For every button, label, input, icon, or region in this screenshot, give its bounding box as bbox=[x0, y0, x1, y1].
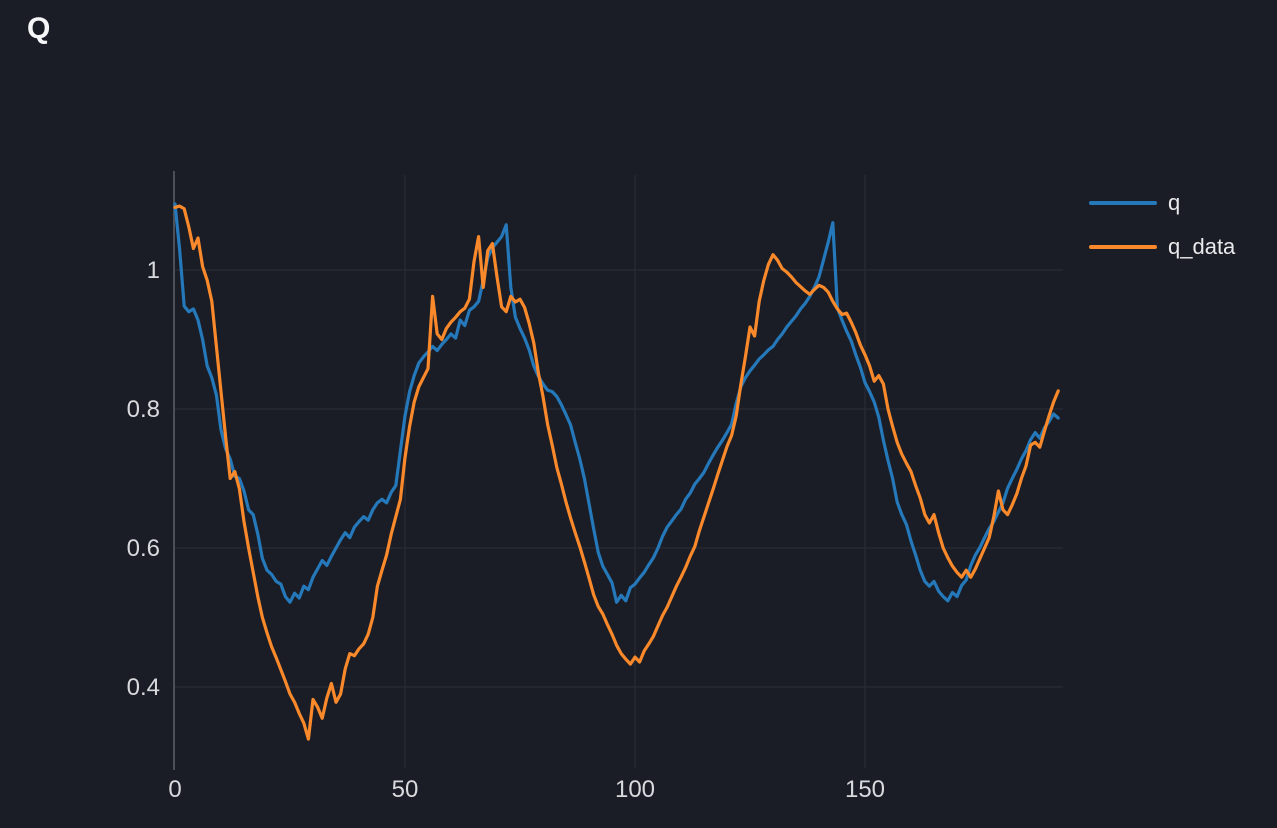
series-line-q bbox=[173, 202, 1060, 604]
y-tick-label: 0.8 bbox=[127, 396, 160, 423]
x-tick-label: 0 bbox=[168, 776, 181, 803]
legend: q q_data bbox=[1089, 189, 1235, 277]
plot-area[interactable] bbox=[175, 175, 1063, 770]
y-tick-label: 0.4 bbox=[127, 674, 160, 701]
legend-item-q[interactable]: q bbox=[1089, 189, 1235, 217]
legend-label: q_data bbox=[1168, 234, 1236, 259]
legend-label: q bbox=[1168, 190, 1181, 215]
legend-swatch bbox=[1089, 245, 1157, 249]
y-tick-label: 0.6 bbox=[127, 535, 160, 562]
y-tick-label: 1 bbox=[147, 257, 160, 284]
x-tick-label: 150 bbox=[845, 776, 885, 803]
legend-swatch bbox=[1089, 201, 1157, 205]
series-line-q_data bbox=[173, 204, 1060, 741]
chart-title: Q bbox=[27, 12, 51, 45]
legend-item-q_data[interactable]: q_data bbox=[1089, 233, 1235, 261]
x-tick-label: 100 bbox=[615, 776, 655, 803]
x-tick-label: 50 bbox=[392, 776, 419, 803]
